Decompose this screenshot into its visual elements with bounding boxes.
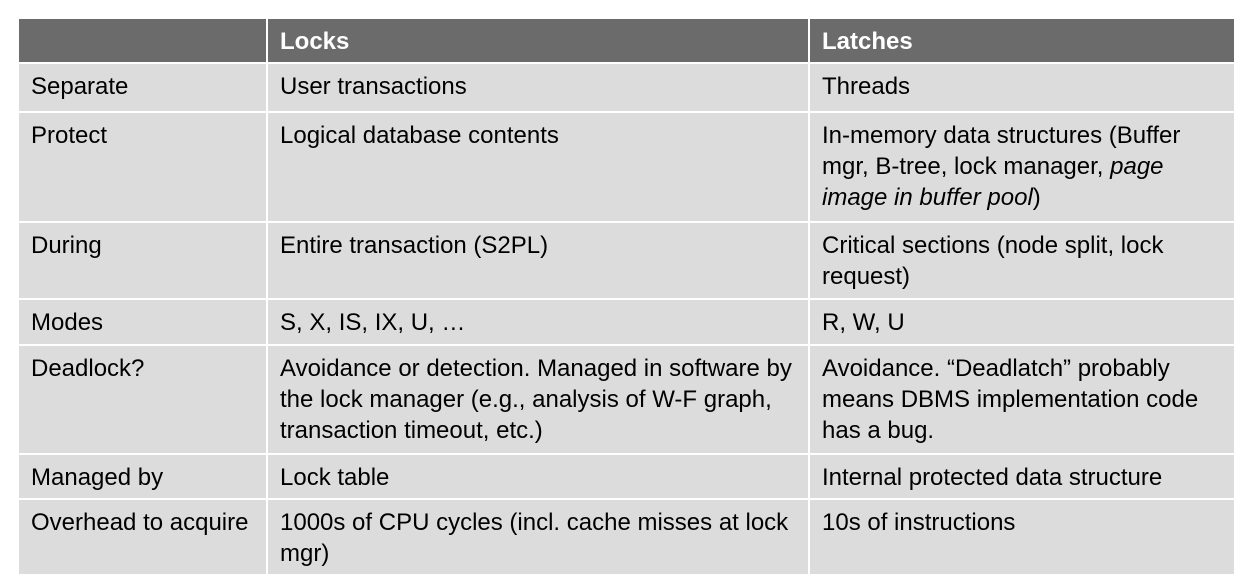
latches-suffix-text: ) bbox=[1032, 184, 1041, 211]
locks-cell: 1000s of CPU cycles (incl. cache misses … bbox=[266, 498, 810, 576]
latches-cell: Critical sections (node split, lock requ… bbox=[808, 221, 1236, 300]
header-locks: Locks bbox=[266, 17, 810, 64]
table-row: Protect Logical database contents In-mem… bbox=[17, 111, 1236, 223]
locks-cell: Logical database contents bbox=[266, 111, 810, 223]
latches-cell: In-memory data structures (Buffer mgr, B… bbox=[808, 111, 1236, 223]
table-row: During Entire transaction (S2PL) Critica… bbox=[17, 221, 1236, 300]
row-label: During bbox=[17, 221, 268, 300]
locks-cell: Avoidance or detection. Managed in softw… bbox=[266, 344, 810, 455]
table-row: Overhead to acquire 1000s of CPU cycles … bbox=[17, 498, 1236, 576]
table-row: Managed by Lock table Internal protected… bbox=[17, 453, 1236, 500]
header-row: Locks Latches bbox=[17, 17, 1236, 64]
latches-italic-text: page image in buffer pool bbox=[822, 153, 1164, 211]
locks-cell: S, X, IS, IX, U, … bbox=[266, 298, 810, 346]
row-label: Managed by bbox=[17, 453, 268, 500]
latches-cell: Internal protected data structure bbox=[808, 453, 1236, 500]
latches-cell: 10s of instructions bbox=[808, 498, 1236, 576]
row-label: Overhead to acquire bbox=[17, 498, 268, 576]
latches-cell: R, W, U bbox=[808, 298, 1236, 346]
latches-text: In-memory data structures (Buffer mgr, B… bbox=[822, 122, 1181, 180]
latches-cell: Avoidance. “Deadlatch” probably means DB… bbox=[808, 344, 1236, 455]
table-row: Deadlock? Avoidance or detection. Manage… bbox=[17, 344, 1236, 455]
latches-cell: Threads bbox=[808, 62, 1236, 113]
locks-cell: Lock table bbox=[266, 453, 810, 500]
row-label: Protect bbox=[17, 111, 268, 223]
header-empty-cell bbox=[17, 17, 268, 64]
row-label: Separate bbox=[17, 62, 268, 113]
locks-cell: User transactions bbox=[266, 62, 810, 113]
comparison-table-wrapper: Locks Latches Separate User transactions… bbox=[17, 17, 1236, 576]
header-latches: Latches bbox=[808, 17, 1236, 64]
table-row: Modes S, X, IS, IX, U, … R, W, U bbox=[17, 298, 1236, 346]
locks-vs-latches-table: Locks Latches Separate User transactions… bbox=[17, 17, 1236, 576]
row-label: Modes bbox=[17, 298, 268, 346]
locks-cell: Entire transaction (S2PL) bbox=[266, 221, 810, 300]
table-row: Separate User transactions Threads bbox=[17, 62, 1236, 113]
row-label: Deadlock? bbox=[17, 344, 268, 455]
